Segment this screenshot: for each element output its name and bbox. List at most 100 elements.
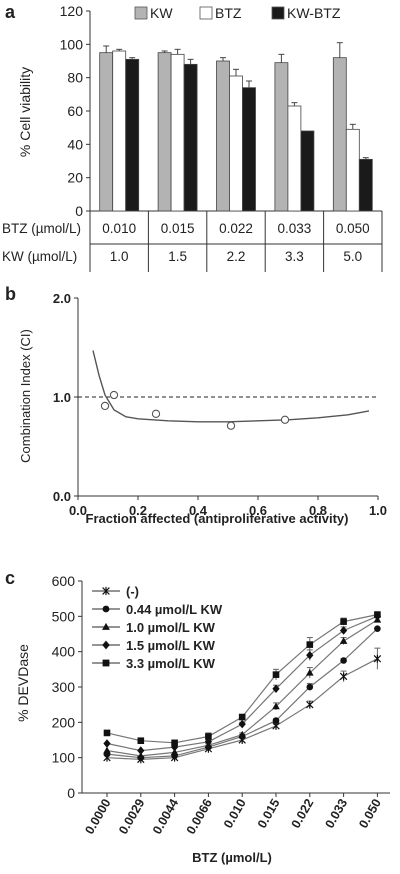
bar-btz xyxy=(287,105,302,212)
panel-a-table: BTZ (µmol/L) KW (µmol/L) 0.010 1.0 0.015 1.… xyxy=(2,211,383,272)
data-point-square xyxy=(238,713,246,721)
data-point-diamond xyxy=(137,746,145,755)
panel-a-y-tick-label: 0 xyxy=(75,203,83,219)
data-point-circle xyxy=(340,657,347,664)
panel-c-label: c xyxy=(5,568,15,588)
legend-label: 1.0 µmol/L KW xyxy=(126,620,216,635)
data-point-triangle xyxy=(238,730,246,738)
legend-btz-swatch xyxy=(199,6,213,20)
data-point-circle xyxy=(374,625,381,632)
data-point-star xyxy=(306,700,314,709)
legend-marker-circle xyxy=(102,605,110,613)
table-kw-value: 1.0 xyxy=(110,249,129,264)
bar-kw-btz xyxy=(125,58,140,212)
panel-c-x-tick-label: 0.0000 xyxy=(82,796,113,836)
panel-b-x-tick-label: 0.2 xyxy=(129,503,147,518)
bar-kw-btz xyxy=(183,63,198,212)
legend-label: (-) xyxy=(126,584,139,599)
panel-c-y-tick-label: 400 xyxy=(52,644,76,660)
bar-btz xyxy=(112,50,127,212)
panel-c-xlabel: BTZ (µmol/L) xyxy=(192,850,272,865)
data-point-diamond xyxy=(272,684,280,694)
bar-kw xyxy=(99,52,114,212)
data-point-triangle xyxy=(103,746,111,754)
panel-c-x-tick-label: 0.015 xyxy=(255,796,283,830)
legend-kwbtz-swatch xyxy=(271,6,285,20)
panel-c-x-tick-label: 0.022 xyxy=(289,796,317,830)
bar-kw xyxy=(274,62,289,212)
panel-b-x-tick-label: 0.0 xyxy=(69,503,87,518)
legend-kw-swatch xyxy=(134,6,148,20)
panel-c-x-tick-label: 0.0029 xyxy=(116,796,147,836)
table-kw-value: 3.3 xyxy=(285,249,304,264)
data-point-triangle xyxy=(306,668,314,676)
table-kw-value: 1.5 xyxy=(168,249,187,264)
panel-c-x-tick-label: 0.010 xyxy=(221,796,249,830)
panel-a-ylabel: % Cell viability xyxy=(17,67,33,157)
ci-data-point xyxy=(100,401,110,411)
bar-btz xyxy=(170,53,185,212)
series-line-star xyxy=(106,658,378,761)
bar-btz xyxy=(229,75,243,212)
panel-c-ylabel: % DEVDase xyxy=(15,644,31,722)
bar-btz xyxy=(345,128,360,212)
data-point-square xyxy=(137,737,145,745)
legend-label: 3.3 µmol/L KW xyxy=(126,656,216,671)
panel-b-x-tick-label: 0.4 xyxy=(189,503,208,518)
panel-b-plot: 0.0 1.0 2.0 0.0 0.2 0.4 0.6 0.8 1.0 xyxy=(53,291,387,518)
series-line-diamond xyxy=(106,615,378,752)
panel-c-y-tick-label: 200 xyxy=(52,714,76,730)
table-btz-value: 0.022 xyxy=(219,221,253,236)
panel-a-y-tick-label: 120 xyxy=(60,3,84,19)
data-point-square xyxy=(103,729,111,737)
panel-c-x-tick-label: 0.0044 xyxy=(150,796,181,836)
ci-data-point xyxy=(280,415,290,424)
data-point-square xyxy=(340,618,347,625)
data-point-diamond xyxy=(306,650,314,660)
panel-b-x-tick-label: 1.0 xyxy=(369,503,387,518)
bar-kw xyxy=(216,60,230,212)
data-point-star xyxy=(373,654,382,663)
panel-c-y-tick-label: 100 xyxy=(52,750,76,766)
table-btz-value: 0.015 xyxy=(161,221,195,236)
panel-b-xlabel: Fraction affected (antiproliferative act… xyxy=(86,511,349,526)
panel-b-y-tick-label: 1.0 xyxy=(53,390,71,405)
table-btz-value: 0.010 xyxy=(102,221,136,236)
table-kw-value: 2.2 xyxy=(227,249,246,264)
data-point-square xyxy=(205,733,212,740)
bar-kw-btz xyxy=(242,87,256,212)
data-point-triangle xyxy=(272,702,280,710)
data-point-triangle xyxy=(339,637,348,644)
data-point-circle xyxy=(306,683,314,691)
panel-a-y-tick-label: 100 xyxy=(60,36,84,52)
panel-a-y-tick-label: 40 xyxy=(67,136,83,152)
legend-label: 1.5 µmol/L KW xyxy=(126,638,216,653)
panel-c-x-tick-label: 0.0066 xyxy=(184,796,215,836)
legend-marker-square xyxy=(102,659,110,667)
panel-c-y-tick-label: 600 xyxy=(52,573,76,589)
data-point-square xyxy=(306,641,314,648)
ci-data-point xyxy=(226,421,236,430)
table-row1-label: BTZ (µmol/L) xyxy=(2,221,81,236)
table-btz-value: 0.050 xyxy=(336,221,370,236)
data-point-diamond xyxy=(103,739,111,748)
data-point-diamond xyxy=(339,626,348,635)
panel-b: b Combination Index (CI) Fraction affect… xyxy=(5,284,387,526)
bar-kw xyxy=(332,57,347,212)
legend-kwbtz-label: KW-BTZ xyxy=(287,5,341,21)
panel-b-y-tick-label: 2.0 xyxy=(53,291,71,306)
panel-b-label: b xyxy=(5,284,16,304)
ci-fit-curve xyxy=(92,350,370,423)
bar-kw-btz xyxy=(358,158,373,212)
data-point-square xyxy=(171,739,178,747)
bar-kw xyxy=(157,52,172,212)
data-point-square xyxy=(374,611,381,618)
data-point-circle xyxy=(272,717,280,724)
bar-kw-btz xyxy=(300,130,315,212)
data-point-square xyxy=(272,671,280,678)
panel-c-y-tick-label: 0 xyxy=(67,785,75,801)
panel-a-bars xyxy=(99,42,373,212)
ci-data-point xyxy=(109,390,119,400)
table-row2-label: KW (µmol/L) xyxy=(2,249,77,264)
